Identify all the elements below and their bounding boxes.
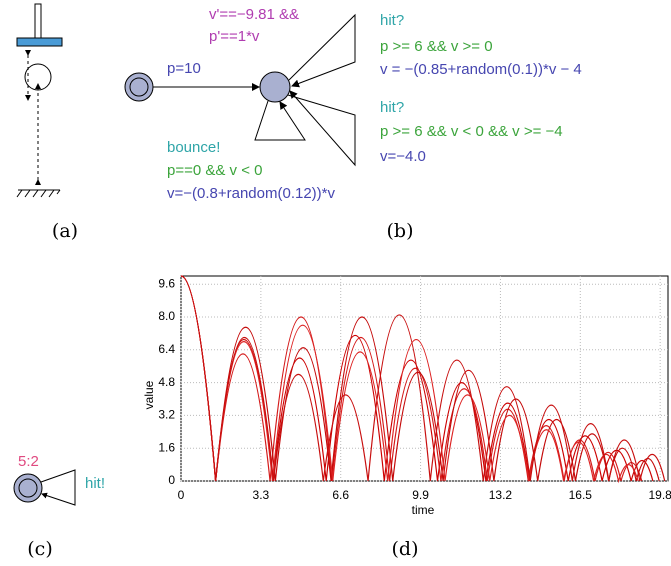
- update: v = −(0.85+random(0.1))*v − 4: [380, 61, 582, 78]
- sync: hit?: [380, 12, 404, 29]
- update: v=−(0.8+random(0.12))*v: [167, 185, 336, 202]
- x-tick-label: 6.6: [332, 488, 349, 502]
- series-line: [180, 275, 666, 482]
- location: [259, 71, 291, 103]
- invariant: p'==1*v: [209, 28, 260, 45]
- y-tick-label: 6.4: [158, 342, 175, 356]
- y-tick-label: 9.6: [158, 276, 175, 290]
- x-tick-label: 19.8: [648, 488, 671, 502]
- ball: [24, 63, 52, 91]
- plot: 0 3.3 6.6 9.9 13.2 16.5 19.8 0 1.6 3.2 4.8 6.4 8.0 9.…: [158, 275, 671, 502]
- ground-hatch: [16, 189, 61, 198]
- guard: p >= 6 && v >= 0: [380, 38, 493, 55]
- caption: (b): [387, 220, 414, 242]
- paddle: [16, 37, 63, 47]
- edge: [40, 469, 76, 506]
- x-axis-label: time: [412, 503, 435, 517]
- y-axis-label: value: [142, 380, 156, 409]
- invariant: v'==−9.81 &&: [209, 6, 299, 23]
- series-line: [180, 275, 639, 484]
- x-tick-label: 0: [178, 488, 185, 502]
- location: [13, 473, 43, 503]
- guard: p==0 && v < 0: [167, 162, 263, 179]
- x-tick-label: 3.3: [253, 488, 270, 502]
- paddle-stick: [34, 3, 42, 39]
- panel-b: [124, 13, 356, 167]
- x-tick-label: 9.9: [412, 488, 429, 502]
- edge: [288, 13, 356, 88]
- initial-update: p=10: [167, 60, 201, 77]
- series-line: [180, 275, 643, 482]
- panel-a: [16, 3, 63, 198]
- caption: (c): [27, 538, 52, 560]
- y-tick-label: 8.0: [158, 309, 175, 323]
- count: 5:2: [18, 453, 39, 470]
- y-tick-label: 3.2: [158, 408, 175, 422]
- edge: [287, 90, 356, 167]
- guard: p >= 6 && v < 0 && v >= −4: [380, 123, 563, 140]
- initial-location: [124, 72, 154, 102]
- initial-marker: [18, 478, 38, 498]
- update: v=−4.0: [380, 148, 426, 165]
- x-tick-label: 16.5: [569, 488, 593, 502]
- edge: [254, 100, 306, 141]
- initial-marker: [129, 77, 149, 97]
- sync: hit?: [380, 99, 404, 116]
- caption: (d): [392, 538, 419, 560]
- y-tick-label: 1.6: [158, 440, 175, 454]
- caption: (a): [52, 220, 78, 242]
- panel-c: [13, 469, 76, 506]
- x-tick-label: 13.2: [489, 488, 513, 502]
- y-tick-label: 4.8: [158, 375, 175, 389]
- series-line: [180, 275, 660, 482]
- sync: bounce!: [167, 139, 220, 156]
- sync: hit!: [85, 475, 105, 492]
- y-tick-label: 0: [168, 473, 175, 487]
